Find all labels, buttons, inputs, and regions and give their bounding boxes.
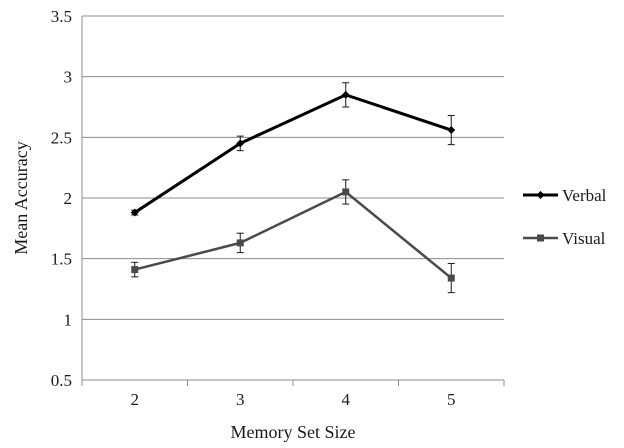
y-tick-label: 2	[64, 189, 73, 208]
series-visual	[131, 179, 455, 294]
x-tick-label: 4	[342, 390, 351, 409]
legend-label: Visual	[562, 229, 606, 248]
x-tick-label: 5	[447, 390, 456, 409]
legend-swatch-marker	[536, 191, 545, 199]
y-tick-label: 2.5	[51, 128, 72, 147]
legend-swatch-marker	[537, 234, 544, 242]
y-tick-label: 3	[64, 68, 73, 87]
y-tick-label: 3.5	[51, 7, 72, 26]
data-point-verbal	[447, 126, 456, 135]
y-tick-label: 1.5	[51, 250, 72, 269]
legend-label: Verbal	[562, 186, 607, 205]
data-point-visual	[131, 266, 139, 274]
axes	[81, 16, 505, 386]
legend-item-verbal: Verbal	[523, 186, 607, 205]
series-group	[130, 82, 456, 294]
data-point-verbal	[236, 139, 245, 148]
series-line-visual	[134, 190, 453, 280]
tick-labels: 0.5 1 1.5 2 2.5 3 3.5 2 3 4 5	[51, 7, 456, 409]
gridlines	[82, 15, 504, 320]
y-tick-label: 0.5	[51, 371, 72, 390]
y-tick-label: 1	[64, 310, 73, 329]
legend-item-visual: Visual	[523, 229, 606, 248]
series-verbal	[130, 82, 456, 217]
x-tick-label: 3	[236, 390, 245, 409]
y-axis-title: Mean Accuracy	[11, 141, 31, 254]
data-point-verbal	[130, 208, 139, 217]
series-line-verbal	[133, 93, 452, 214]
x-tick-label: 2	[131, 390, 140, 409]
data-point-verbal	[341, 90, 350, 99]
data-point-visual	[342, 188, 350, 196]
data-point-visual	[447, 274, 455, 282]
x-axis-title: Memory Set Size	[231, 422, 356, 442]
data-point-visual	[236, 239, 244, 247]
legend: Verbal Visual	[523, 186, 607, 248]
